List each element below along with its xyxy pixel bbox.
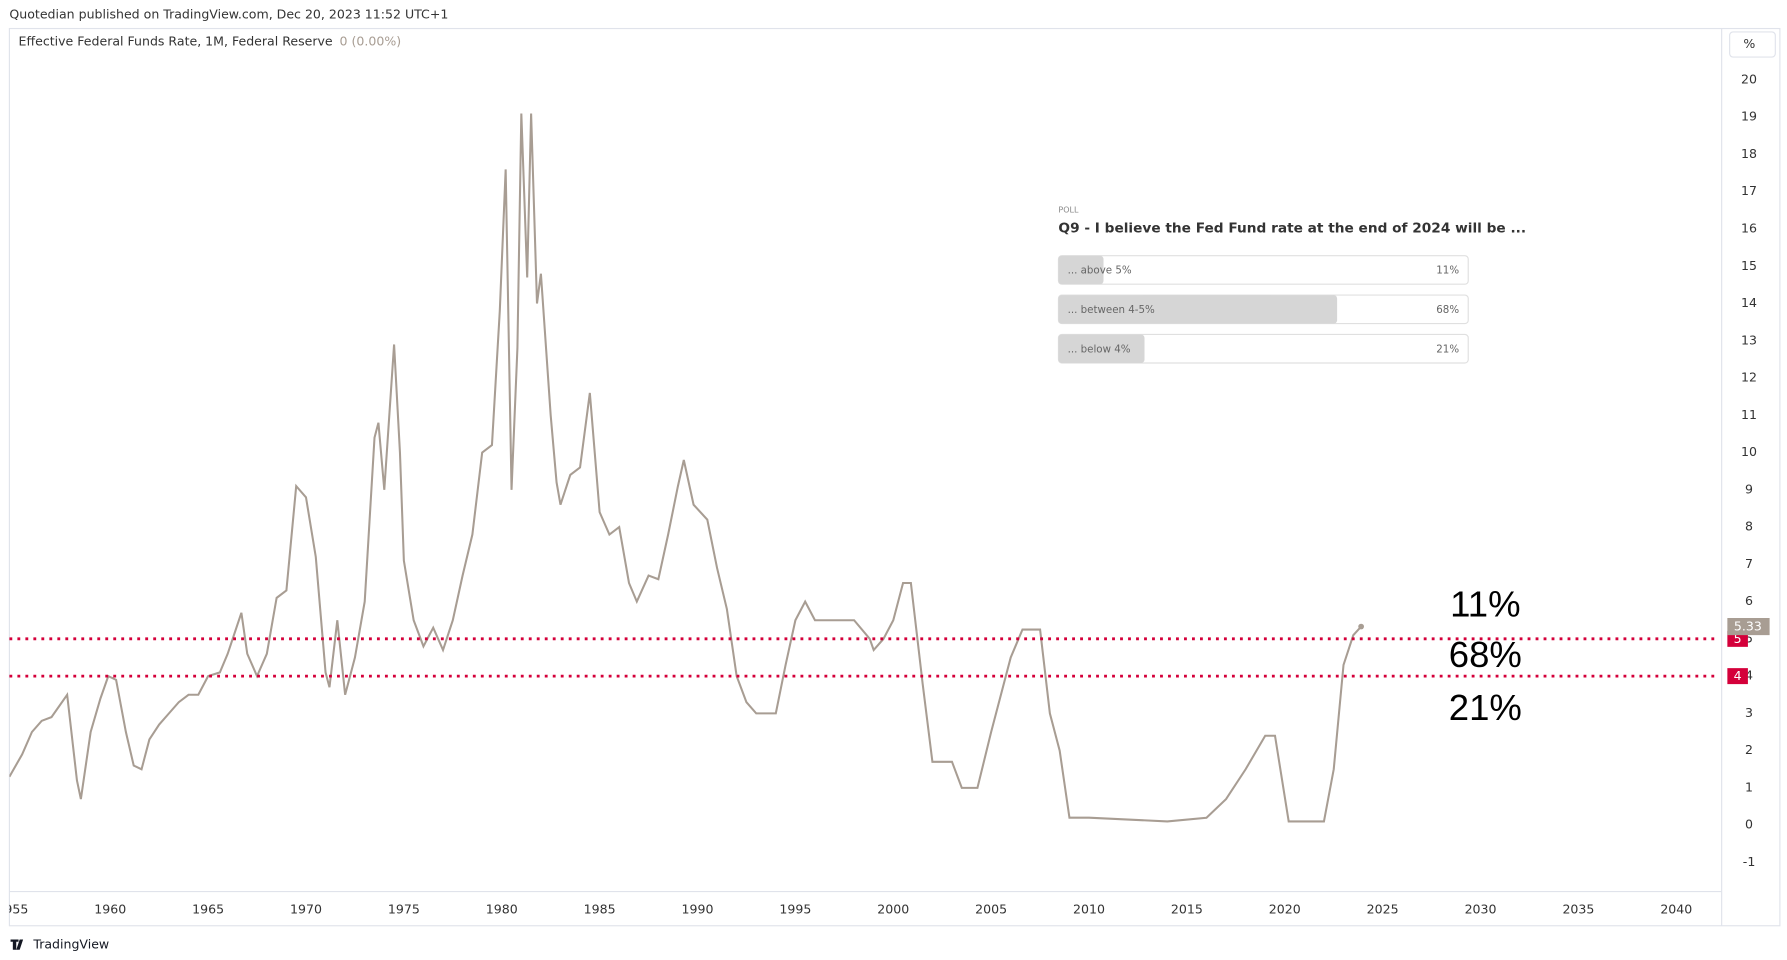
y-tick-label: 14 [1741,295,1757,310]
x-tick-label: 1995 [779,901,811,916]
poll-option: ... between 4-5% [1068,304,1155,316]
x-tick-label: 1975 [388,901,420,916]
y-tick-label: 0 [1745,817,1753,832]
frame [8,27,1781,927]
y-tick-label: -1 [1743,854,1756,869]
y-tick-label: 12 [1741,370,1757,385]
y-tick-label: 9 [1745,481,1753,496]
poll-bar [1058,295,1338,324]
poll-percent: 21% [1436,343,1459,355]
x-tick-label: 2020 [1269,901,1301,916]
price-badge [1727,618,1770,636]
last-point [1358,623,1364,630]
y-tick-label: 7 [1745,556,1753,571]
y-tick-label: 8 [1745,519,1753,534]
x-tick-label: 2030 [1465,901,1497,916]
y-tick-label: 20 [1741,71,1757,86]
y-tick-label: 10 [1741,444,1757,459]
y-tick-label: 16 [1741,220,1757,235]
x-tick-label: 2025 [1367,901,1399,916]
unit-button[interactable] [1729,31,1776,58]
footer: TradingView [10,937,109,952]
y-tick-label: 11 [1741,407,1757,422]
x-tick-label: 1985 [584,901,616,916]
poll-percent: 68% [1436,304,1459,316]
x-axis: 1955 1960 1965 1970 1975 1980 1985 1990 1995 2000… [0,901,1692,916]
poll-question: Q9 - I believe the Fed Fund rate at the … [1058,220,1526,236]
plot [9,113,1364,823]
x-tick-label: 2010 [1073,901,1105,916]
y-tick-label: 3 [1745,705,1753,720]
poll-label: POLL [1058,206,1079,215]
x-tick-label: 2015 [1171,901,1203,916]
x-tick-label: 2035 [1562,901,1594,916]
publisher: Quotedian published on TradingView.com, … [9,6,448,21]
x-tick-label: 1955 [0,901,28,916]
brand: TradingView [32,937,109,952]
level-label: 5 [1734,631,1742,646]
price-label: 5.33 [1734,619,1762,634]
level-badge [1727,668,1748,685]
poll-percent: 11% [1436,265,1459,277]
x-tick-label: 2040 [1660,901,1692,916]
y-tick-label: 15 [1741,258,1757,273]
poll-bar [1058,255,1104,285]
y-tick-label: 2 [1745,742,1753,757]
x-tick-label: 1990 [682,901,714,916]
y-tick-label: 17 [1741,183,1757,198]
annotation: 68% [1449,634,1522,675]
unit-label[interactable]: % [1743,36,1755,51]
legend-value: 0 (0.00%) [340,34,402,49]
y-tick-label: 13 [1741,332,1757,347]
annotation: 11% [1450,584,1520,625]
poll-option: ... below 4% [1068,343,1131,355]
legend-title: Effective Federal Funds Rate, 1M, Federa… [19,34,333,49]
logo [10,939,24,950]
y-tick-label: 18 [1741,146,1757,161]
level-label: 4 [1734,668,1742,683]
x-tick-label: 1965 [192,901,224,916]
x-tick-label: 1960 [94,901,126,916]
x-tick-label: 1980 [486,901,518,916]
poll-bar [1058,334,1145,363]
x-tick-label: 2005 [975,901,1007,916]
data-line [9,113,1362,823]
annotation: 21% [1449,687,1522,728]
x-tick-label: 2000 [877,901,909,916]
y-tick-label: 6 [1745,593,1753,608]
x-tick-label: 1970 [290,901,322,916]
y-tick-label: 5 [1745,630,1753,645]
y-tick-label: 19 [1741,109,1757,124]
y-tick-label: 4 [1745,668,1753,683]
poll-option: ... above 5% [1068,265,1132,277]
y-tick-label: 1 [1745,779,1753,794]
